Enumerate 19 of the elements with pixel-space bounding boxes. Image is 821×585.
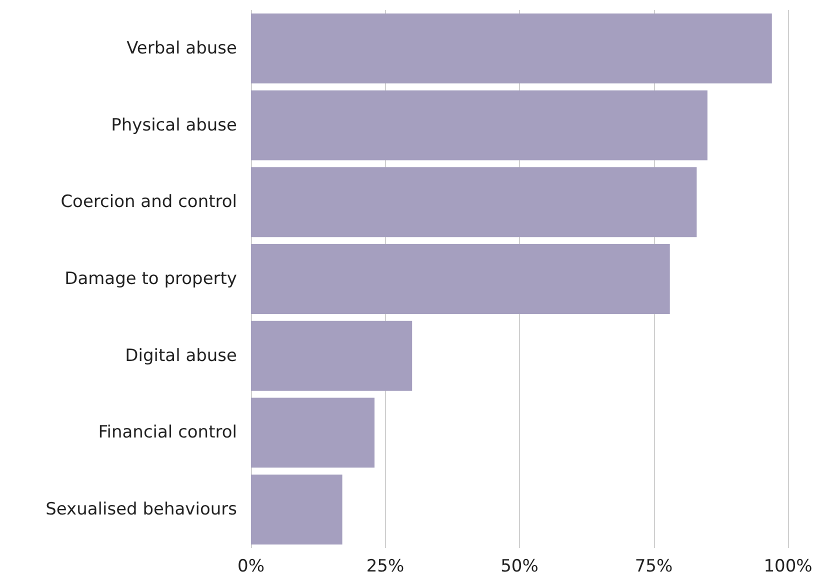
bar: [251, 474, 342, 545]
y-tick-label: Financial control: [98, 422, 237, 443]
x-tick-label: 75%: [634, 556, 673, 576]
bar: [251, 244, 670, 314]
bar: [251, 167, 697, 238]
x-tick-label: 25%: [366, 556, 404, 576]
bar: [251, 90, 708, 160]
y-tick-label: Coercion and control: [60, 192, 237, 212]
y-tick-label: Physical abuse: [111, 115, 237, 136]
y-tick-label: Damage to property: [64, 269, 237, 289]
y-tick-label: Digital abuse: [125, 346, 237, 366]
x-tick-label: 0%: [238, 556, 264, 576]
bar: [251, 320, 412, 391]
bar: [251, 398, 375, 468]
x-tick-label: 100%: [764, 556, 812, 576]
x-tick-label: 50%: [500, 556, 538, 576]
y-tick-label: Sexualised behaviours: [46, 500, 238, 520]
y-tick-label: Verbal abuse: [126, 38, 237, 58]
bar: [251, 13, 772, 84]
